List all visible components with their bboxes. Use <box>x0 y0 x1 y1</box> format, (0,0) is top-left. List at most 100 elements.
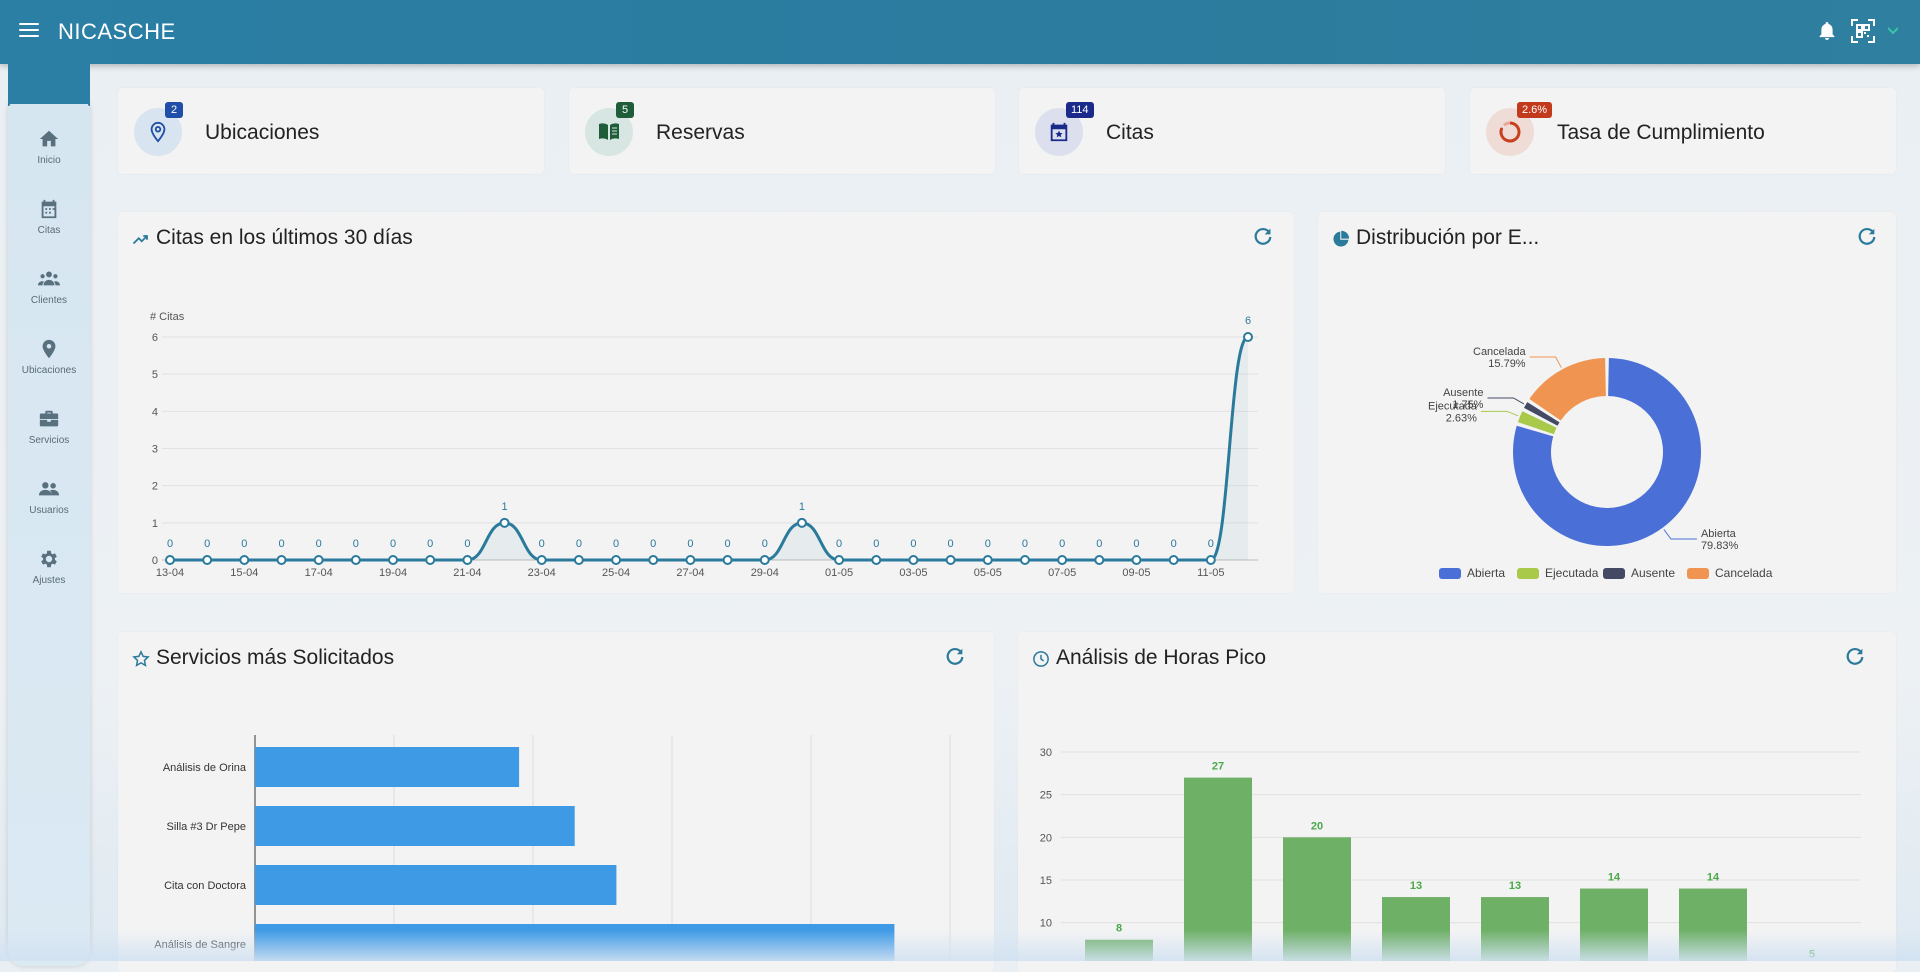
panel-distribucion-estado: Distribución por E... Abierta 79.83% Ejecu… <box>1318 212 1896 593</box>
home-icon <box>39 130 59 147</box>
bar <box>1382 897 1450 961</box>
bar <box>255 865 617 905</box>
data-label: 14 <box>1608 872 1621 884</box>
stat-card-citas[interactable]: 114 Citas <box>1019 88 1445 174</box>
x-tick-label: 09-05 <box>1122 567 1150 579</box>
calendar-star-icon <box>1050 122 1068 142</box>
account-dropdown-icon[interactable] <box>1886 18 1900 44</box>
data-label: 0 <box>650 538 656 550</box>
sidebar-item-inicio[interactable]: Inicio <box>8 128 90 188</box>
refresh-icon[interactable] <box>1252 226 1274 248</box>
stat-title: Reservas <box>656 121 745 144</box>
data-label: 0 <box>539 538 545 550</box>
data-label: 0 <box>725 538 731 550</box>
calendar-icon <box>41 199 57 219</box>
x-tick-label: 29-04 <box>751 567 779 579</box>
count-badge: 2 <box>165 102 183 118</box>
y-tick-label: 2 <box>152 481 158 493</box>
gear-icon <box>41 550 57 568</box>
category-label: Análisis de Sangre <box>154 939 246 951</box>
slice-percent: 2.63% <box>1446 412 1477 424</box>
legend-swatch <box>1517 568 1539 579</box>
sidebar-item-label: Ubicaciones <box>21 365 77 376</box>
y-tick-label: 10 <box>1040 918 1052 930</box>
data-label: 0 <box>1096 538 1102 550</box>
refresh-icon[interactable] <box>944 646 966 668</box>
data-label: 20 <box>1311 820 1323 832</box>
data-point <box>722 555 733 565</box>
data-point <box>1019 555 1030 565</box>
data-label: 0 <box>427 538 433 550</box>
x-tick-label: 21-04 <box>453 567 481 579</box>
data-label: 0 <box>1133 538 1139 550</box>
bar <box>255 806 575 846</box>
data-point <box>1243 332 1253 342</box>
open-book-icon <box>599 123 619 140</box>
x-tick-label: 11-05 <box>1197 567 1224 579</box>
x-tick-label: 05-05 <box>974 567 1002 579</box>
x-tick-label: 07-05 <box>1048 567 1076 579</box>
stat-card-reservas[interactable]: 5 Reservas <box>569 88 995 174</box>
briefcase-icon <box>39 410 59 427</box>
stat-icon-circle: 5 <box>585 102 634 156</box>
data-point <box>611 555 622 565</box>
top-app-bar: NICASCHE <box>0 0 1920 64</box>
qr-scan-icon[interactable] <box>1850 18 1876 44</box>
data-label: 27 <box>1212 761 1224 773</box>
hamburger-menu-icon[interactable] <box>19 23 39 39</box>
data-label: 5 <box>1809 948 1815 960</box>
category-label: Silla #3 Dr Pepe <box>167 821 247 833</box>
x-tick-label: 17-04 <box>305 567 333 579</box>
sidebar-item-ajustes[interactable]: Ajustes <box>8 548 90 608</box>
slice-name: Ejecutada <box>1428 400 1478 412</box>
sidebar-item-clientes[interactable]: Clientes <box>8 268 90 328</box>
x-tick-label: 01-05 <box>825 567 853 579</box>
data-label: 0 <box>167 538 173 550</box>
data-label: 0 <box>390 538 396 550</box>
data-point <box>499 517 510 528</box>
legend-swatch <box>1687 568 1709 579</box>
data-label: 0 <box>1022 538 1028 550</box>
sidebar-item-usuarios[interactable]: Usuarios <box>8 478 90 538</box>
data-point <box>908 555 919 565</box>
y-tick-label: 25 <box>1040 790 1052 802</box>
trending-up-icon <box>132 235 148 245</box>
data-point <box>425 555 436 565</box>
stat-card-tasa-cumplimiento[interactable]: 2.6% Tasa de Cumplimiento <box>1470 88 1896 174</box>
legend-label: Ausente <box>1631 566 1675 580</box>
stat-card-ubicaciones[interactable]: 2 Ubicaciones <box>118 88 544 174</box>
y-axis-label: # Citas <box>150 311 185 323</box>
refresh-icon[interactable] <box>1856 226 1878 248</box>
bar <box>1184 777 1252 961</box>
data-point <box>239 555 250 565</box>
x-tick-label: 19-04 <box>379 567 407 579</box>
data-label: 0 <box>985 538 991 550</box>
stat-icon-circle: 2 <box>134 102 183 156</box>
y-tick-label: 6 <box>152 332 158 344</box>
sidebar-item-citas[interactable]: Citas <box>8 198 90 258</box>
sidebar-item-servicios[interactable]: Servicios <box>8 408 90 468</box>
data-label: 13 <box>1410 880 1422 892</box>
data-label: 0 <box>204 538 210 550</box>
data-point <box>462 555 473 565</box>
data-label: 6 <box>1245 315 1251 327</box>
leader-line <box>1487 397 1525 405</box>
slice-name: Abierta <box>1701 528 1737 540</box>
bell-icon[interactable] <box>1814 18 1840 44</box>
sidebar-item-label: Usuarios <box>29 505 69 516</box>
data-label: 0 <box>278 538 284 550</box>
refresh-icon[interactable] <box>1844 646 1866 668</box>
data-label: 0 <box>316 538 322 550</box>
panel-title: Citas en los últimos 30 días <box>156 226 413 249</box>
progress-ring-icon <box>1499 121 1521 143</box>
panel-servicios-solicitados: Servicios más Solicitados Análisis de Or… <box>118 632 994 972</box>
y-tick-label: 30 <box>1040 747 1052 759</box>
panel-horas-pico: Análisis de Horas Pico 5 10 15 20 25 30 8 27 20 1… <box>1018 632 1896 972</box>
count-badge: 2.6% <box>1517 102 1553 118</box>
sidebar-item-ubicaciones[interactable]: Ubicaciones <box>8 338 90 398</box>
data-label: 14 <box>1707 872 1720 884</box>
data-label: 0 <box>1059 538 1065 550</box>
pie-slice <box>1517 411 1557 435</box>
data-point <box>313 555 324 565</box>
data-point <box>685 555 696 565</box>
